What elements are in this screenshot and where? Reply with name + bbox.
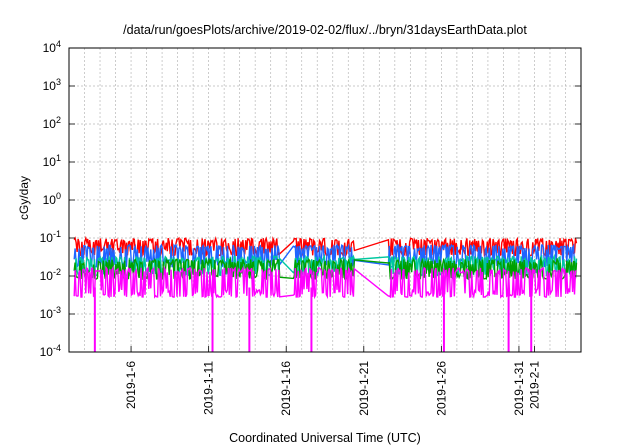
x-tick-label: 2019-1-11 xyxy=(202,361,216,415)
chart-title: /data/run/goesPlots/archive/2019-02-02/f… xyxy=(123,23,527,37)
series-line xyxy=(73,265,577,300)
y-tick-label: 10-3 xyxy=(40,305,61,321)
y-tick-label: 103 xyxy=(43,77,61,93)
y-tick-label: 10-4 xyxy=(40,343,61,359)
y-tick-label: 100 xyxy=(43,191,61,207)
y-tick-label: 10-1 xyxy=(40,229,61,245)
y-tick-label: 102 xyxy=(43,115,61,131)
y-tick-labels: 10-4 10-3 10-2 10-1 100 101 102 103 104 xyxy=(40,39,61,359)
grid-lines xyxy=(68,47,582,353)
y-tick-label: 10-2 xyxy=(40,267,61,283)
x-axis-label: Coordinated Universal Time (UTC) xyxy=(229,431,421,445)
y-axis-label: cGy/day xyxy=(17,176,31,220)
plot-frame xyxy=(68,47,582,353)
series-layer xyxy=(73,235,578,352)
y-tick-label: 104 xyxy=(43,39,61,55)
y-tick-label: 101 xyxy=(43,153,61,169)
x-tick-label: 2019-1-26 xyxy=(434,361,448,416)
x-tick-labels: 2019-1-6 2019-1-11 2019-1-16 2019-1-21 2019-… xyxy=(124,361,541,416)
series-line xyxy=(73,256,578,281)
series-line xyxy=(73,235,578,258)
axes xyxy=(68,47,582,353)
x-tick-label: 2019-1-21 xyxy=(357,361,371,416)
x-tick-label: 2019-1-6 xyxy=(124,361,138,409)
x-tick-label: 2019-1-31 xyxy=(512,361,526,416)
x-tick-label: 2019-1-16 xyxy=(279,361,293,416)
x-tick-label: 2019-2-1 xyxy=(527,361,541,409)
